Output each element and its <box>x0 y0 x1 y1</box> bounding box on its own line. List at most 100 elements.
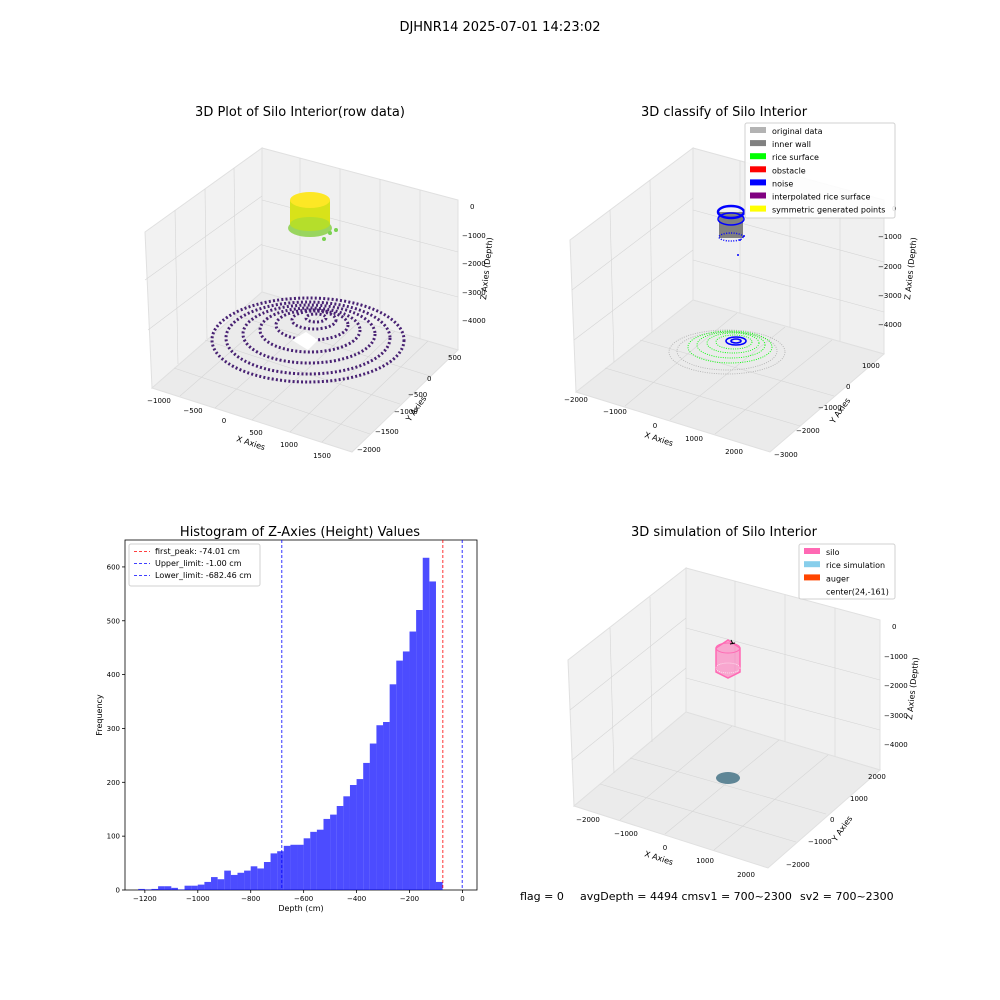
classify-gridlines <box>571 161 885 435</box>
footer-sv2: sv2 = 700~2300 <box>800 890 894 903</box>
svg-text:0: 0 <box>427 375 431 383</box>
svg-text:0: 0 <box>846 383 850 391</box>
classify-top-cluster <box>716 204 746 256</box>
histogram-x-tick-label: −600 <box>294 895 313 903</box>
svg-text:−1000: −1000 <box>614 830 638 838</box>
histogram-x-tick-label: −1000 <box>186 895 210 903</box>
svg-text:2000: 2000 <box>737 871 755 879</box>
histogram-title: Histogram of Z-Axies (Height) Values <box>180 525 420 540</box>
histogram-bar <box>217 879 225 890</box>
panel-classify-3d: 3D classify of Silo Interior <box>564 105 918 459</box>
classify-legend-swatch <box>750 192 766 199</box>
histogram-bar <box>138 888 145 890</box>
svg-text:1500: 1500 <box>313 452 331 460</box>
svg-text:−3000: −3000 <box>884 712 908 720</box>
histogram-bar <box>197 884 205 890</box>
classify-y-ticks: 1000 0 −1000 −2000 −3000 <box>774 362 880 459</box>
sim-legend-swatch <box>804 574 820 581</box>
sim-zlabel: Z Axies (Depth) <box>905 657 921 720</box>
sim-legend-swatch <box>804 561 820 568</box>
svg-text:−1000: −1000 <box>818 404 842 412</box>
sim-floor <box>572 711 882 869</box>
histogram-bar <box>316 829 324 890</box>
classify-bottom-rings <box>668 329 786 375</box>
classify-legend-swatch <box>750 140 766 147</box>
classify-legend-label: symmetric generated points <box>772 206 885 215</box>
histogram-x-ticks: −1200 −1000 −800 −600 −400 −200 0 <box>133 890 465 903</box>
classify-legend-swatch <box>750 205 766 212</box>
svg-text:−1000: −1000 <box>147 397 171 405</box>
panel-raw-title: 3D Plot of Silo Interior(row data) <box>195 105 405 120</box>
histogram-bar <box>211 877 218 890</box>
histogram-y-tick-label: 500 <box>107 617 120 625</box>
histogram-legend-label: Lower_limit: -682.46 cm <box>155 571 252 580</box>
svg-text:0: 0 <box>663 844 667 852</box>
histogram-bar <box>290 844 298 890</box>
histogram-bar <box>204 881 212 890</box>
footer-avg-depth: avgDepth = 4494 cmsv1 = 700~2300 <box>580 890 792 903</box>
histogram-bar <box>383 722 390 890</box>
histogram-legend: first_peak: -74.01 cm Upper_limit: -1.00 … <box>128 543 261 587</box>
histogram-bars <box>138 557 443 890</box>
svg-text:500: 500 <box>448 354 461 362</box>
classify-legend-label: original data <box>772 127 823 136</box>
histogram-bar <box>151 888 159 890</box>
panel-raw-3d: 3D Plot of Silo Interior(row data) <box>144 105 495 460</box>
histogram-bar <box>376 725 384 890</box>
svg-text:−2000: −2000 <box>462 260 486 268</box>
svg-text:−500: −500 <box>408 391 427 399</box>
svg-text:−1000: −1000 <box>808 838 832 846</box>
svg-text:0: 0 <box>470 203 474 211</box>
svg-text:1000: 1000 <box>850 795 868 803</box>
histogram-x-tick-label: −400 <box>347 895 366 903</box>
svg-text:−2000: −2000 <box>796 427 820 435</box>
classify-legend-label: rice surface <box>772 153 819 162</box>
histogram-bar <box>184 885 192 890</box>
svg-text:−3000: −3000 <box>774 451 798 459</box>
classify-legend-label: interpolated rice surface <box>772 193 870 202</box>
svg-text:−2000: −2000 <box>576 816 600 824</box>
svg-text:−1000: −1000 <box>462 232 486 240</box>
classify-legend: original data inner wall rice surface obsta… <box>744 122 896 219</box>
raw-z-ticks: 0 −1000 −2000 −3000 −4000 <box>462 203 486 325</box>
sim-y-ticks: 2000 1000 0 −1000 −2000 <box>786 773 886 869</box>
classify-floor <box>574 299 886 453</box>
histogram-bar <box>363 762 370 890</box>
histogram-bar <box>257 868 264 890</box>
svg-text:−1000: −1000 <box>603 408 627 416</box>
svg-text:−1000: −1000 <box>878 233 902 241</box>
classify-legend-swatch <box>750 166 766 173</box>
figure-suptitle: DJHNR14 2025-07-01 14:23:02 <box>399 20 600 35</box>
svg-text:500: 500 <box>249 429 262 437</box>
histogram-y-ticks: 0 100 200 300 400 500 600 <box>107 563 125 895</box>
histogram-bar <box>416 610 423 890</box>
classify-legend-swatch <box>750 179 766 186</box>
svg-text:−4000: −4000 <box>884 741 908 749</box>
histogram-x-tick-label: −1200 <box>133 895 157 903</box>
histogram-bar <box>389 684 397 890</box>
histogram-bar <box>230 874 238 890</box>
raw-zlabel: Z Axies (Depth) <box>479 237 495 300</box>
svg-text:1000: 1000 <box>685 435 703 443</box>
histogram-bar <box>429 581 436 890</box>
panel-classify-title: 3D classify of Silo Interior <box>641 105 808 120</box>
histogram-bar <box>237 872 245 890</box>
svg-text:−500: −500 <box>183 407 202 415</box>
histogram-bar <box>250 866 258 890</box>
sim-gridlines <box>569 581 881 851</box>
raw-hole <box>292 332 318 350</box>
histogram-y-tick-label: 200 <box>107 779 120 787</box>
histogram-ylabel: Frequency <box>95 694 104 736</box>
svg-text:2000: 2000 <box>725 448 743 456</box>
histogram-y-tick-label: 300 <box>107 725 120 733</box>
classify-xlabel: X Axies <box>643 430 674 448</box>
histogram-y-tick-label: 0 <box>116 887 120 895</box>
sim-silo <box>715 639 741 679</box>
histogram-y-tick-label: 100 <box>107 833 120 841</box>
histogram-vlines <box>281 540 463 890</box>
svg-text:1000: 1000 <box>280 441 298 449</box>
histogram-bar <box>277 851 284 890</box>
svg-text:−2000: −2000 <box>878 263 902 271</box>
svg-text:1000: 1000 <box>862 362 880 370</box>
